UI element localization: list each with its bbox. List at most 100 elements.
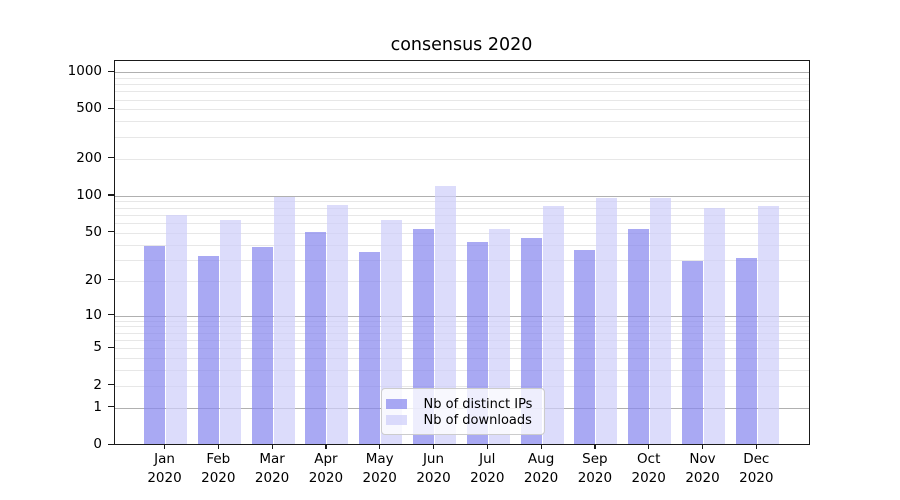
bar-distinct-ips-may	[359, 251, 381, 445]
legend-swatch-distinct-ips	[385, 398, 407, 410]
bar-downloads-jan	[166, 214, 187, 445]
bar-distinct-ips-sep	[574, 250, 596, 445]
y-tick-mark	[108, 70, 114, 72]
gridline-minor	[114, 259, 809, 261]
bar-downloads-oct	[650, 198, 672, 445]
gridline-minor	[114, 136, 809, 138]
y-tick-label: 50	[84, 223, 102, 240]
gridline-major	[114, 315, 809, 317]
gridline-minor	[114, 332, 809, 334]
x-tick-label-may: May 2020	[362, 451, 397, 486]
x-tick-mark	[755, 444, 757, 449]
y-tick-mark	[108, 314, 114, 316]
gridline-minor	[114, 358, 809, 360]
x-tick-label-aug: Aug 2020	[523, 451, 559, 486]
y-tick-mark	[108, 279, 114, 281]
y-tick-label: 1	[93, 398, 102, 415]
bar-downloads-jun	[435, 186, 456, 445]
x-tick-label-oct: Oct 2020	[631, 451, 666, 486]
gridline-major	[114, 195, 809, 197]
legend-swatch-downloads	[385, 414, 407, 426]
gridline-minor	[114, 77, 809, 79]
y-tick-mark	[108, 406, 114, 408]
x-tick-label-jun: Jun 2020	[416, 451, 451, 486]
x-tick-label-dec: Dec 2020	[739, 451, 774, 486]
legend-item-distinct-ips: Nb of distinct IPs	[385, 396, 538, 412]
legend-label-downloads: Nb of downloads	[423, 412, 532, 428]
x-tick-mark	[648, 444, 650, 449]
x-tick-mark	[702, 444, 704, 449]
gridline-minor	[114, 91, 809, 93]
x-tick-mark	[271, 444, 273, 449]
gridline-minor	[114, 385, 809, 387]
bar-distinct-ips-oct	[628, 228, 650, 445]
y-tick-mark	[108, 384, 114, 386]
legend-item-downloads: Nb of downloads	[385, 412, 538, 428]
y-tick-label: 5	[93, 339, 102, 356]
gridline-minor	[114, 109, 809, 111]
y-tick-label: 0	[93, 436, 102, 452]
chart-title: consensus 2020	[390, 35, 533, 55]
gridline-minor	[114, 223, 809, 225]
plot-area: Nb of distinct IPs Nb of downloads	[113, 60, 810, 445]
gridline-minor	[114, 244, 809, 246]
y-tick-mark	[108, 194, 114, 196]
x-tick-mark	[379, 444, 381, 449]
bar-downloads-feb	[219, 220, 241, 445]
gridline-minor	[114, 232, 809, 234]
bar-distinct-ips-apr	[305, 231, 327, 445]
bar-downloads-mar	[273, 196, 295, 445]
y-tick-label: 10	[84, 306, 102, 323]
bar-distinct-ips-jan	[144, 245, 165, 445]
gridline-major	[114, 72, 809, 74]
gridline-minor	[114, 84, 809, 86]
x-tick-mark	[433, 444, 435, 449]
bar-distinct-ips-feb	[197, 256, 219, 445]
x-tick-mark	[540, 444, 542, 449]
x-tick-mark	[164, 444, 166, 449]
gridline-minor	[114, 201, 809, 203]
gridline-minor	[114, 214, 809, 216]
gridline-minor	[114, 207, 809, 209]
x-tick-mark	[486, 444, 488, 449]
y-tick-mark	[108, 157, 114, 159]
bar-distinct-ips-dec	[735, 257, 757, 445]
x-tick-label-sep: Sep 2020	[577, 451, 613, 486]
x-tick-label-feb: Feb 2020	[201, 451, 236, 486]
y-tick-mark	[108, 346, 114, 348]
x-tick-mark	[217, 444, 219, 449]
y-tick-mark	[108, 107, 114, 110]
bar-distinct-ips-mar	[251, 247, 273, 445]
y-tick-label: 2	[93, 376, 102, 393]
x-tick-label-jan: Jan 2020	[147, 451, 182, 486]
y-tick-label: 200	[76, 149, 102, 166]
bar-distinct-ips-nov	[682, 261, 703, 445]
gridline-minor	[114, 158, 809, 160]
y-tick-label: 100	[76, 186, 102, 203]
y-tick-mark	[108, 231, 114, 233]
x-tick-mark	[325, 444, 327, 449]
gridline-minor	[114, 370, 809, 372]
x-tick-label-jul: Jul 2020	[470, 451, 505, 486]
bar-downloads-dec	[757, 206, 779, 445]
bar-downloads-aug	[542, 206, 564, 445]
x-tick-label-nov: Nov 2020	[685, 451, 720, 486]
y-tick-label: 1000	[67, 63, 102, 80]
y-tick-mark	[108, 443, 114, 445]
y-tick-label: 20	[84, 271, 102, 288]
bar-downloads-apr	[327, 205, 349, 445]
bar-downloads-nov	[704, 207, 725, 445]
bar-downloads-sep	[596, 198, 618, 445]
gridline-minor	[114, 326, 809, 328]
gridline-minor	[114, 99, 809, 101]
legend: Nb of distinct IPs Nb of downloads	[380, 388, 545, 435]
x-tick-label-apr: Apr 2020	[308, 451, 344, 486]
x-tick-label-mar: Mar 2020	[254, 451, 290, 486]
gridline-minor	[114, 280, 809, 282]
gridline-minor	[114, 320, 809, 322]
gridline-minor	[114, 339, 809, 341]
gridline-minor	[114, 348, 809, 350]
x-tick-mark	[594, 444, 596, 449]
gridline-minor	[114, 121, 809, 123]
